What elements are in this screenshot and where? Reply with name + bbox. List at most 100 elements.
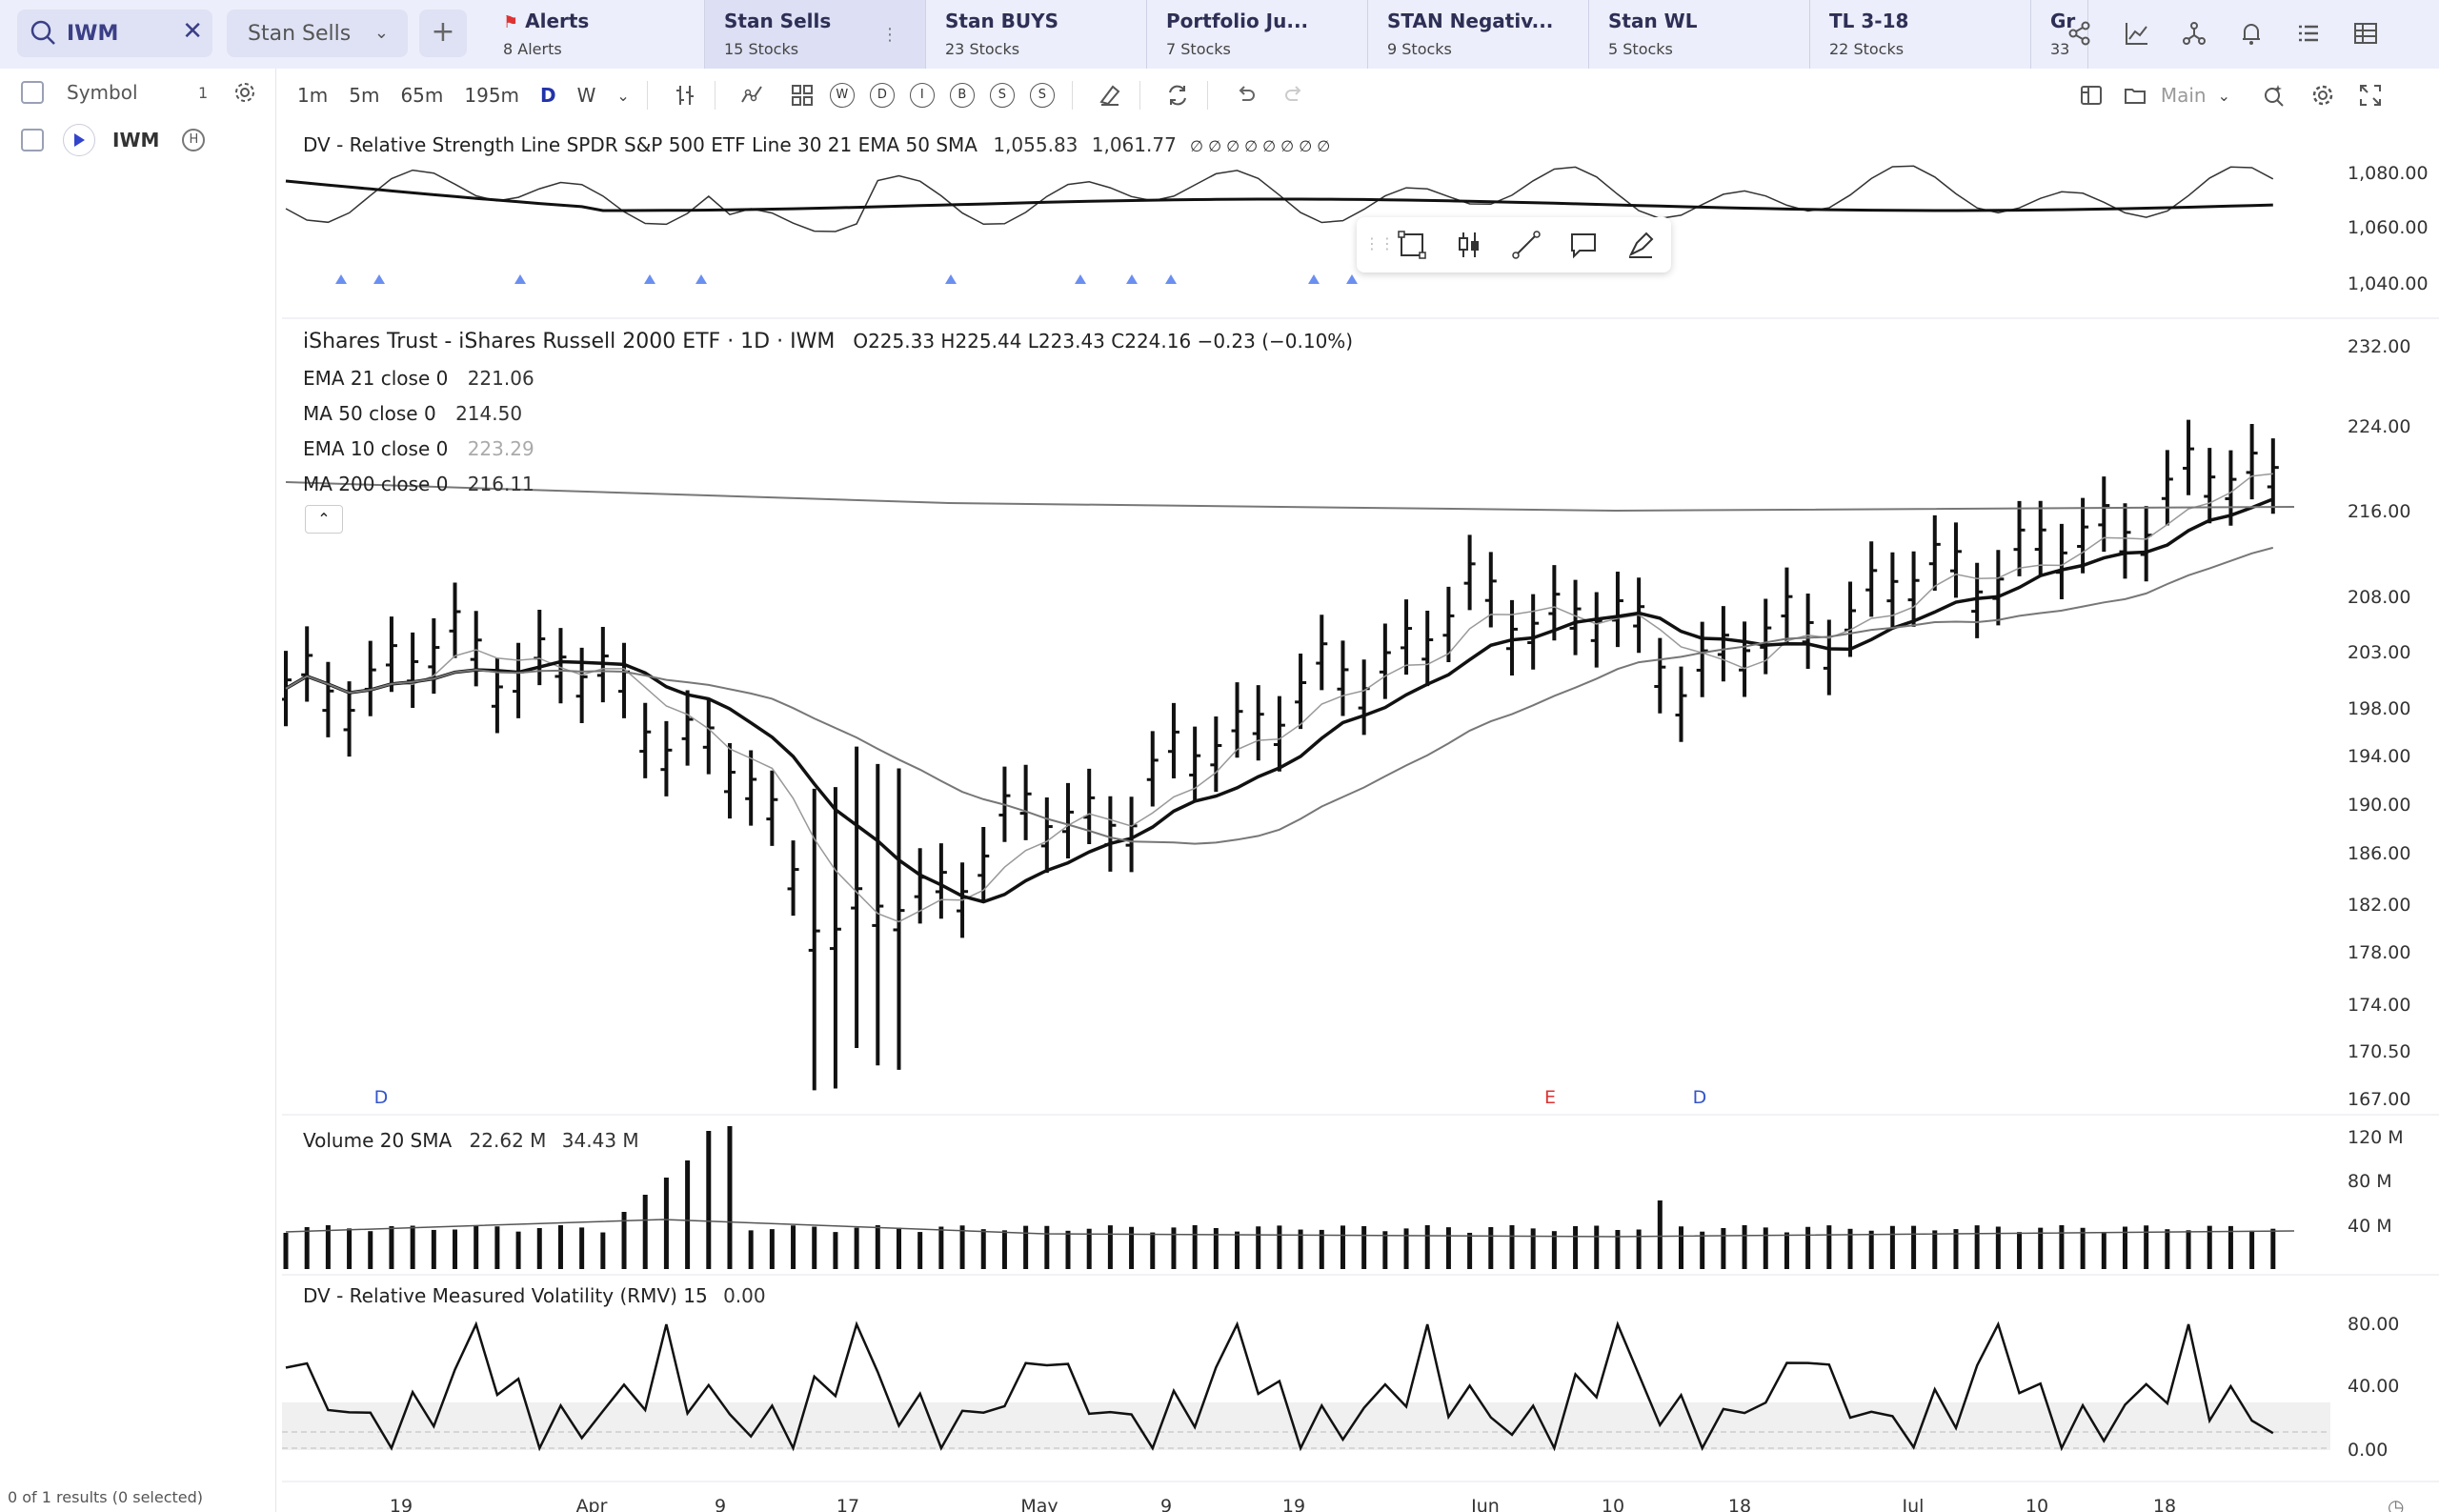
eraser-icon[interactable] (1098, 83, 1122, 108)
tab-gr[interactable]: Gr 33 (2031, 0, 2088, 69)
tab-stan-buys[interactable]: Stan BUYS 23 Stocks (926, 0, 1147, 69)
tab-title: Portfolio Ju... (1166, 10, 1309, 32)
rs-new-high-marker (335, 274, 347, 284)
price-chart[interactable]: 1,080.00 1,060.00 1,040.00 232.00 224.00 216.… (282, 124, 2439, 1512)
share-icon[interactable] (2058, 11, 2102, 55)
comment-tool-icon[interactable] (1568, 230, 1599, 260)
x-axis-label: Apr (576, 1496, 608, 1512)
play-icon[interactable] (63, 124, 95, 156)
ma200-line (285, 481, 2295, 513)
select-all-checkbox[interactable] (21, 81, 44, 104)
tab-stan-sells[interactable]: Stan Sells 15 Stocks ⋮ (705, 0, 926, 69)
toggle-s[interactable]: S (989, 83, 1015, 108)
bell-icon[interactable] (2229, 11, 2273, 55)
fullscreen-icon[interactable] (2358, 83, 2383, 108)
symbol-name: IWM (112, 129, 160, 151)
price-axis-label: 170.50 (2348, 1041, 2410, 1062)
collapse-legend-button[interactable]: ⌃ (305, 505, 343, 534)
search-input[interactable]: IWM (67, 21, 119, 46)
symbol-column-header[interactable]: Symbol (67, 81, 138, 104)
row-checkbox[interactable] (21, 129, 44, 151)
chevron-down-icon[interactable]: ⌄ (616, 86, 630, 105)
indicator-label: EMA 10 close 0 (303, 437, 449, 460)
event-marker: E (1544, 1087, 1556, 1108)
grid-view-icon[interactable] (2344, 11, 2388, 55)
tab-title: Stan BUYS (945, 10, 1059, 32)
tab-title: TL 3-18 (1829, 10, 1909, 32)
symbol-search[interactable]: IWM ✕ (17, 10, 212, 57)
list-item[interactable]: IWM H (0, 116, 276, 164)
indicator-legend-ema21[interactable]: EMA 21 close 0 221.06 (303, 367, 534, 390)
timeframe-5m[interactable]: 5m (349, 84, 380, 107)
tab-stan-negative[interactable]: STAN Negativ... 9 Stocks (1368, 0, 1589, 69)
x-axis-label: 9 (1160, 1496, 1172, 1512)
trendline-tool-icon[interactable] (1511, 230, 1542, 260)
close-icon[interactable]: ✕ (182, 17, 203, 46)
add-list-button[interactable]: + (419, 10, 467, 57)
timeframe-195m[interactable]: 195m (464, 84, 520, 107)
timeframe-1m[interactable]: 1m (297, 84, 329, 107)
layout-grid-icon[interactable] (790, 83, 815, 108)
timeframe-65m[interactable]: 65m (400, 84, 444, 107)
gear-icon[interactable] (232, 80, 257, 105)
indicator-legend-ema10[interactable]: EMA 10 close 0 223.29 (303, 437, 534, 460)
divider (1071, 81, 1073, 110)
toggle-b[interactable]: B (949, 83, 975, 108)
settings-gear-icon[interactable] (2310, 83, 2335, 108)
toggle-s2[interactable]: S (1029, 83, 1055, 108)
timeframe-daily[interactable]: D (540, 84, 556, 107)
divider (1206, 81, 1208, 110)
indicator-legend-ma50[interactable]: MA 50 close 0 214.50 (303, 402, 522, 425)
tab-subtitle: 33 (2050, 40, 2070, 58)
rs-new-high-marker (1346, 274, 1358, 284)
network-icon[interactable] (2172, 11, 2216, 55)
list-icon[interactable] (2287, 11, 2330, 55)
rs-new-high-marker (514, 274, 526, 284)
indicators-icon[interactable] (740, 83, 765, 108)
chevron-down-icon[interactable]: ⌄ (2217, 86, 2230, 105)
panel-layout-icon[interactable] (2079, 83, 2104, 108)
highlighter-tool-icon[interactable] (1625, 230, 1656, 260)
toggle-d[interactable]: D (869, 83, 895, 108)
rectangle-tool-icon[interactable] (1397, 230, 1427, 260)
rs-extras: ∅ ∅ ∅ ∅ ∅ ∅ ∅ ∅ (1190, 137, 1331, 155)
indicator-value: 221.06 (467, 367, 534, 390)
redo-icon[interactable] (1282, 83, 1307, 108)
search-icon (30, 20, 55, 45)
indicator-legend-ma200[interactable]: MA 200 close 0 216.11 (303, 473, 534, 495)
drag-handle-icon[interactable]: ⋮⋮ (1364, 234, 1395, 252)
x-axis-label: 18 (1728, 1496, 1751, 1512)
indicator-label: EMA 21 close 0 (303, 367, 449, 390)
price-axis-label: 182.00 (2348, 895, 2410, 916)
holding-icon: H (182, 129, 206, 151)
list-selector[interactable]: Stan Sells ⌄ (227, 10, 408, 57)
tab-stan-wl[interactable]: Stan WL 5 Stocks (1589, 0, 1810, 69)
tab-subtitle: 9 Stocks (1387, 40, 1452, 58)
magic-search-icon[interactable] (2261, 82, 2288, 109)
timeframe-weekly[interactable]: W (576, 84, 596, 107)
layout-name[interactable]: Main (2160, 84, 2207, 107)
price-axis-label: 186.00 (2348, 843, 2410, 864)
rmv-legend-label: DV - Relative Measured Volatility (RMV) … (303, 1284, 708, 1307)
line-chart-icon[interactable] (2115, 11, 2159, 55)
candle-tool-icon[interactable] (1454, 230, 1484, 260)
tab-tl-3-18[interactable]: TL 3-18 22 Stocks (1810, 0, 2031, 69)
undo-icon[interactable] (1233, 83, 1258, 108)
refresh-icon[interactable] (1165, 83, 1190, 108)
toggle-w[interactable]: W (829, 83, 855, 108)
bar-style-icon[interactable] (673, 83, 697, 108)
folder-icon[interactable] (2123, 83, 2147, 108)
tab-portfolio[interactable]: Portfolio Ju... 7 Stocks (1147, 0, 1368, 69)
rs-legend: DV - Relative Strength Line SPDR S&P 500… (303, 133, 1330, 156)
toggle-i[interactable]: I (909, 83, 935, 108)
watchlist-header: Symbol 1 (0, 69, 276, 116)
tab-subtitle: 7 Stocks (1166, 40, 1231, 58)
more-icon[interactable]: ⋮ (881, 25, 898, 45)
rs-new-high-marker (373, 274, 385, 284)
indicator-value: 214.50 (455, 402, 523, 425)
x-axis-label: 19 (1282, 1496, 1305, 1512)
rs-axis-label: 1,040.00 (2348, 273, 2429, 294)
top-right-icons (2058, 11, 2388, 55)
tab-title: Alerts (525, 10, 590, 32)
tab-alerts[interactable]: ⚑ Alerts 8 Alerts (484, 0, 705, 69)
